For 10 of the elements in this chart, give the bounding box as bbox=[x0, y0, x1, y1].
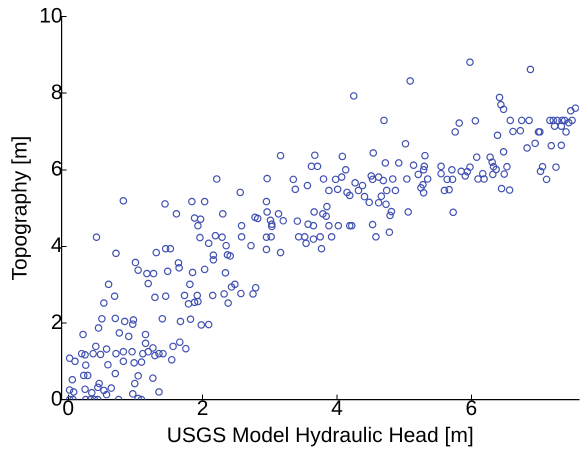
y-tick-label: 2 bbox=[50, 310, 63, 334]
y-tick-label: 10 bbox=[39, 4, 63, 28]
x-tick-label: 2 bbox=[196, 396, 208, 420]
x-tick-label: 6 bbox=[465, 396, 478, 420]
y-tick-label: 4 bbox=[50, 234, 63, 258]
y-tick-label: 6 bbox=[50, 158, 63, 181]
x-axis-title: USGS Model Hydraulic Head [m] bbox=[166, 424, 474, 448]
y-axis-title: Topography [m] bbox=[8, 136, 32, 280]
x-tick-label: 4 bbox=[331, 396, 344, 420]
y-tick-label: 8 bbox=[50, 80, 63, 104]
